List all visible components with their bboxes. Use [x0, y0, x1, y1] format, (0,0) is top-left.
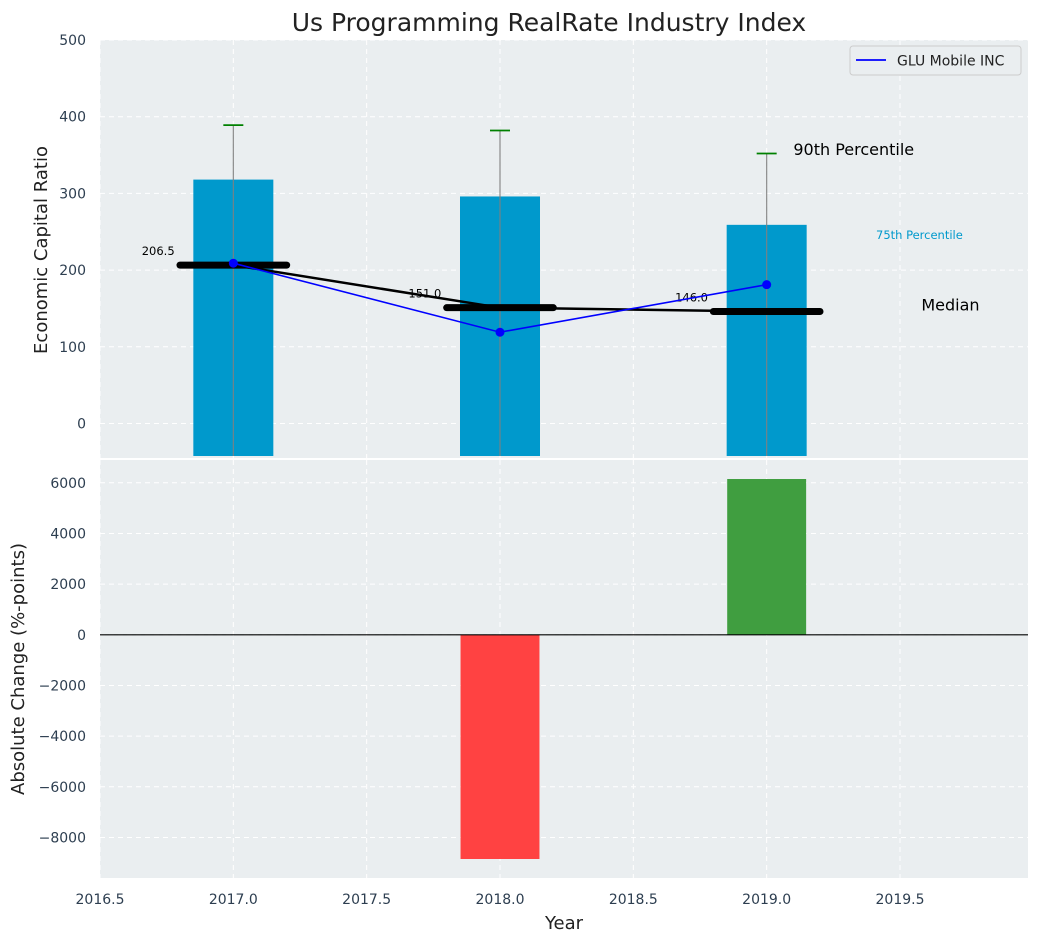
- x-tick-label: 2019.0: [742, 892, 791, 908]
- top-y-axis-label: Economic Capital Ratio: [31, 146, 52, 354]
- bottom-y-tick-label: −2000: [39, 678, 86, 694]
- bottom-y-tick-label: 0: [77, 628, 86, 644]
- top-y-tick-label: 500: [59, 33, 86, 49]
- x-tick-label: 2018.0: [476, 892, 525, 908]
- top-annotations: 90th Percentile 75th Percentile Median: [793, 140, 979, 315]
- annotation-90th-percentile: 90th Percentile: [793, 140, 914, 159]
- annotation-75th-percentile: 75th Percentile: [876, 228, 963, 242]
- top-y-tick-label: 100: [59, 340, 86, 356]
- x-tick-label: 2017.5: [342, 892, 391, 908]
- bottom-panel: −8000 −6000 −4000 −2000 0 2000 4000 6000 2016.5…: [39, 460, 1028, 908]
- median-value-label: 151.0: [408, 287, 441, 301]
- bottom-y-tick-label: −8000: [39, 830, 86, 846]
- top-y-ticks: 0 100 200 300 400 500: [59, 33, 86, 432]
- bottom-bars: [100, 479, 1028, 859]
- chart-title: Us Programming RealRate Industry Index: [292, 8, 806, 37]
- legend-box: [849, 45, 1022, 76]
- x-tick-label: 2018.5: [609, 892, 658, 908]
- company-series-point: [495, 327, 505, 337]
- bottom-y-tick-label: −6000: [39, 780, 86, 796]
- top-y-tick-label: 300: [59, 186, 86, 202]
- median-line: [233, 263, 767, 313]
- company-series-point: [762, 280, 772, 290]
- company-series-point: [228, 258, 238, 268]
- legend: GLU Mobile INC: [849, 45, 1022, 76]
- top-y-tick-label: 0: [77, 416, 86, 432]
- bottom-y-tick-label: 4000: [50, 526, 86, 542]
- x-tick-label: 2019.5: [876, 892, 925, 908]
- top-whiskers: [223, 124, 777, 456]
- x-tick-label: 2016.5: [76, 892, 125, 908]
- bottom-y-axis-label: Absolute Change (%-points): [8, 543, 29, 795]
- x-tick-label: 2017.0: [209, 892, 258, 908]
- bottom-y-tick-label: 2000: [50, 577, 86, 593]
- positive-change-bar: [727, 479, 807, 635]
- top-y-tick-label: 400: [59, 110, 86, 126]
- x-ticks: 2016.5 2017.0 2017.5 2018.0 2018.5 2019.0 2019…: [76, 892, 925, 908]
- top-series: [228, 258, 772, 337]
- bottom-y-tick-label: 6000: [50, 476, 86, 492]
- bottom-y-tick-label: −4000: [39, 729, 86, 745]
- x-axis-label: Year: [544, 913, 584, 934]
- negative-change-bar: [460, 634, 540, 859]
- bottom-plot-area: [100, 460, 1028, 878]
- top-y-tick-label: 200: [59, 263, 86, 279]
- legend-series-label: GLU Mobile INC: [897, 54, 1005, 70]
- median-value-label: 206.5: [142, 244, 175, 258]
- annotation-median: Median: [921, 296, 979, 315]
- bottom-y-ticks: −8000 −6000 −4000 −2000 0 2000 4000 6000: [39, 476, 86, 847]
